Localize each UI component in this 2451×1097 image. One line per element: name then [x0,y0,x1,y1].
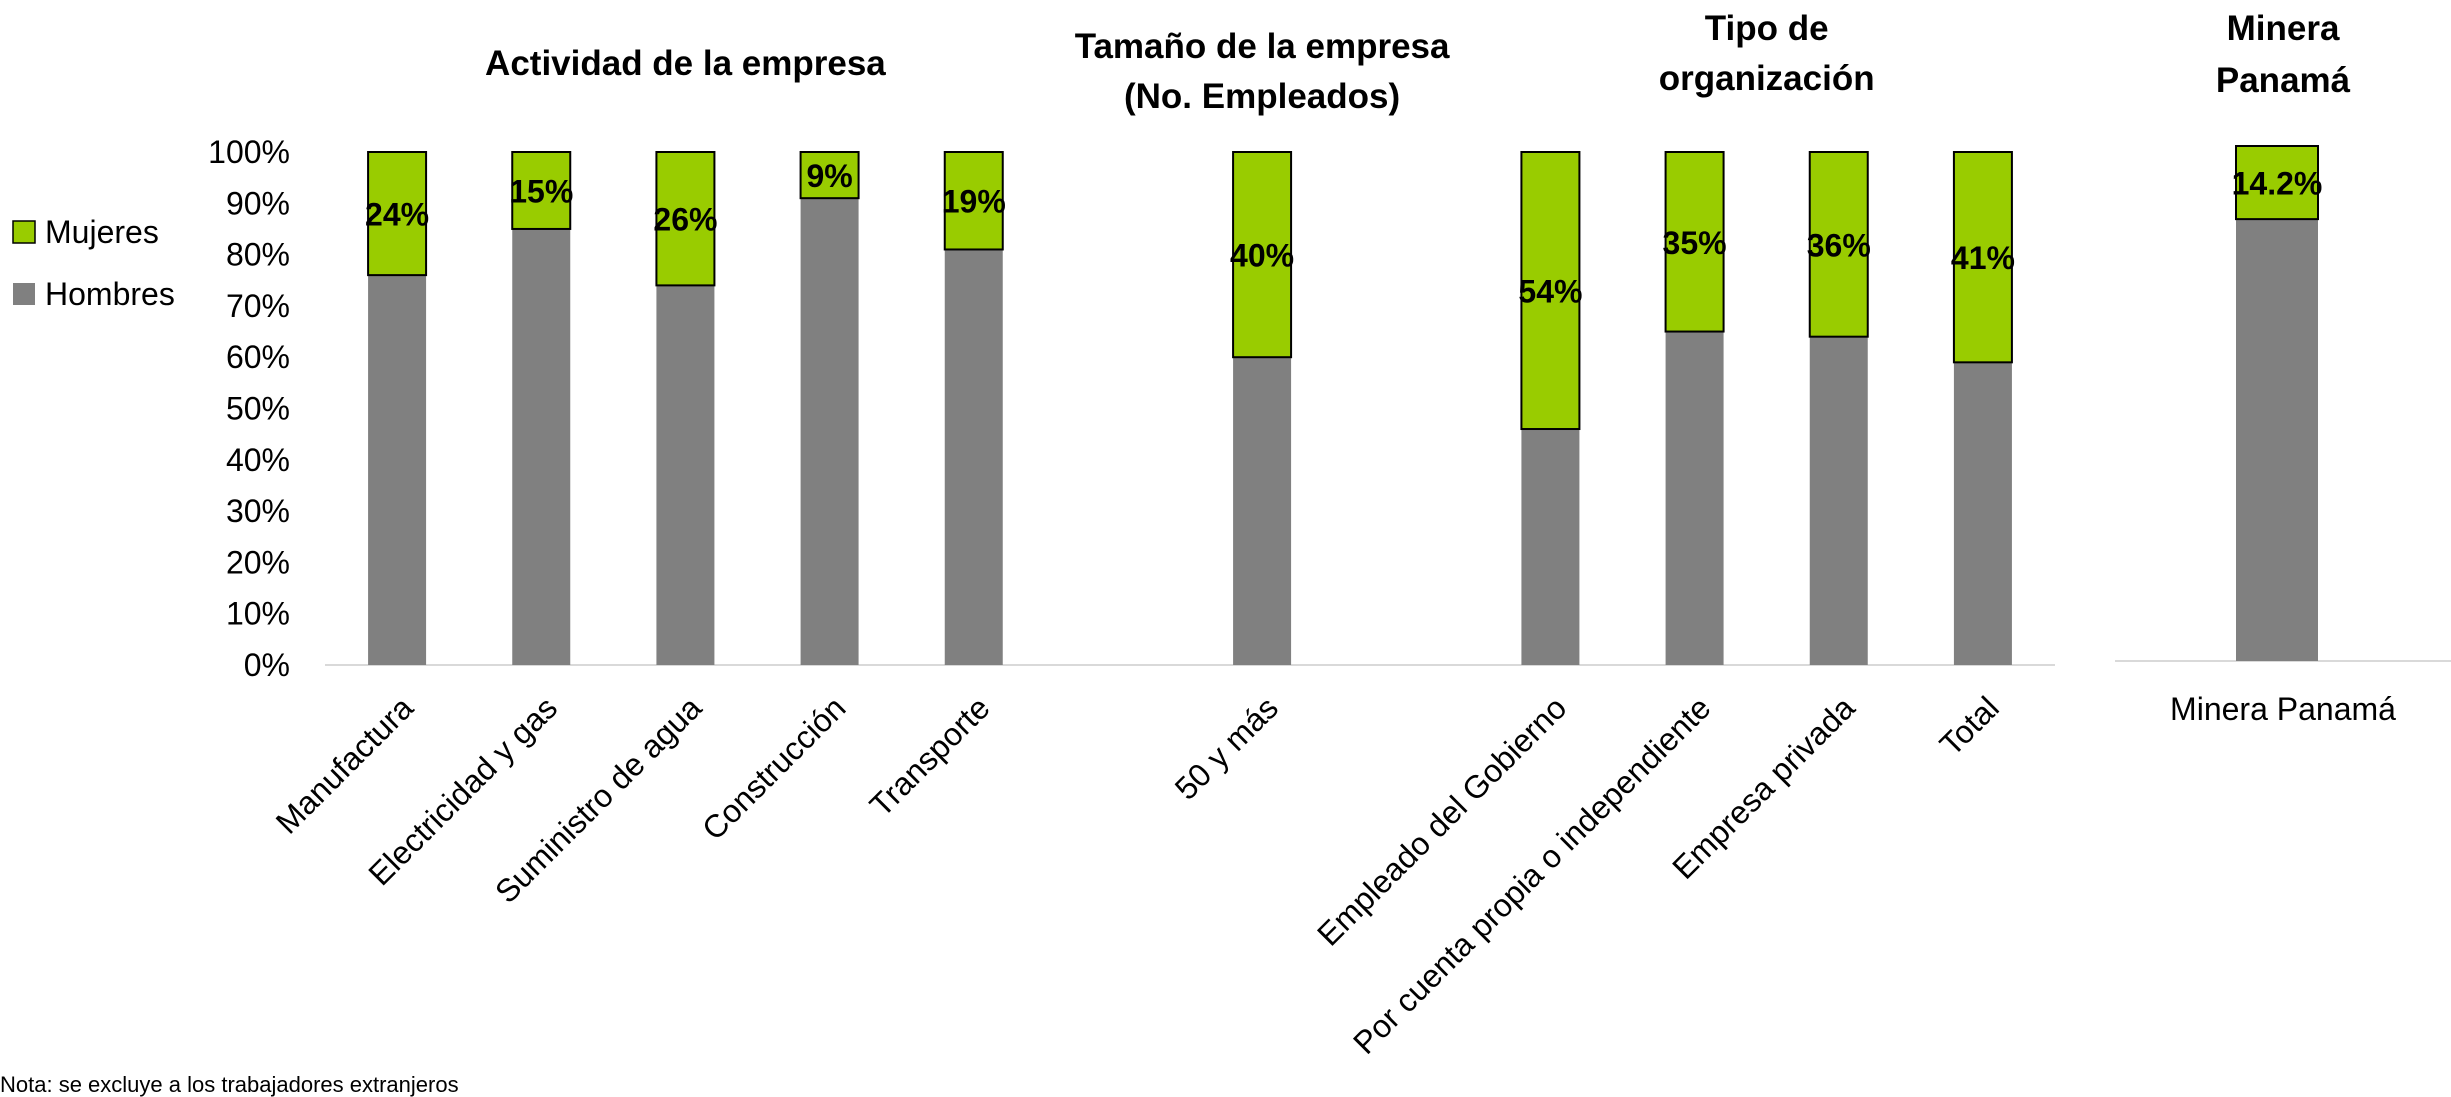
bar-mujeres [1808,151,1869,338]
x-tick-label: Construcción [695,689,853,847]
side-chart-title: Panamá [2216,61,2351,100]
data-label: 36% [1807,227,1871,263]
x-tick-label: Manufactura [269,689,420,840]
bar-hombres [800,198,859,666]
y-tick-label: 10% [226,596,290,632]
x-tick-label: Total [1933,689,2006,762]
side-data-label: 14.2% [2232,166,2323,202]
group-title: (No. Empleados) [1124,77,1400,116]
legend-label: Hombres [45,276,175,312]
y-tick-label: 40% [226,442,290,478]
y-tick-label: 100% [208,134,290,170]
data-label: 9% [806,158,852,194]
data-label: 24% [365,197,429,233]
bar-mujeres [943,151,1004,251]
y-tick-label: 0% [244,647,290,683]
bar-mujeres [511,151,572,230]
bar-hombres [1521,429,1580,665]
side-chart-title: Minera [2227,9,2340,48]
y-tick-label: 80% [226,237,290,273]
data-label: 40% [1230,238,1294,274]
bar-mujeres [799,151,860,200]
bar-mujeres [1232,151,1293,359]
data-label: 15% [509,173,573,209]
bar-hombres [512,228,571,665]
side-bar-hombres [2236,219,2318,661]
group-title: Tipo de [1705,9,1829,48]
data-label: 54% [1518,274,1582,310]
group-title: Actividad de la empresa [485,44,886,83]
bar-hombres [368,275,427,665]
bar-hombres [1233,357,1292,665]
y-tick-label: 30% [226,493,290,529]
data-label: 41% [1951,240,2015,276]
bar-mujeres [655,151,716,287]
bar-hombres [1665,331,1724,665]
legend-swatch [12,220,36,244]
y-tick-label: 20% [226,544,290,580]
footnote: Nota: se excluye a los trabajadores extr… [0,1072,459,1097]
data-label: 19% [942,184,1006,220]
bar-hombres [1809,336,1868,665]
side-bar-mujeres [2235,145,2319,221]
x-tick-label: Empleado del Gobierno [1310,689,1573,952]
side-category-label: Minera Panamá [2170,691,2396,727]
data-label: 26% [653,202,717,238]
legend-swatch [13,283,35,305]
y-tick-label: 60% [226,339,290,375]
x-tick-label: Transporte [863,689,997,823]
group-title: Tamaño de la empresa [1075,27,1450,66]
x-tick-label: 50 y más [1168,689,1285,806]
y-tick-label: 90% [226,185,290,221]
bar-mujeres [367,151,428,277]
bar-hombres [656,285,715,665]
bar-hombres [944,249,1003,665]
bar-mujeres [1664,151,1725,333]
y-tick-label: 70% [226,288,290,324]
bar-mujeres [1520,151,1581,431]
legend-label: Mujeres [45,214,159,250]
group-title: organización [1659,59,1875,98]
bar-hombres [1953,362,2012,665]
bar-mujeres [1952,151,2013,364]
y-tick-label: 50% [226,391,290,427]
data-label: 35% [1663,225,1727,261]
